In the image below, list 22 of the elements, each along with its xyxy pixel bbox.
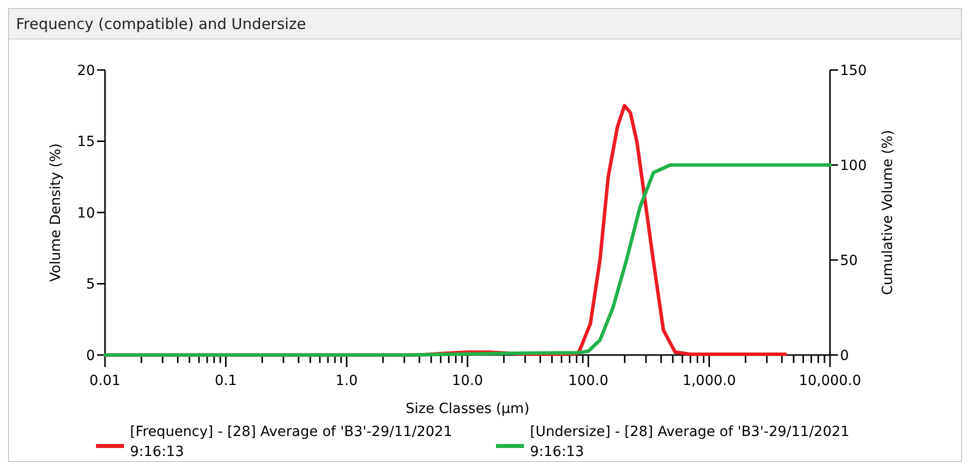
y2-tick-label: 0 — [840, 348, 849, 364]
x-axis-title: Size Classes (µm) — [406, 401, 530, 417]
x-tick-label: 0.01 — [89, 373, 121, 389]
legend-label: [Undersize] - [28] Average of 'B3'-29/11/2021 9:16:13 — [530, 424, 850, 460]
x-tick-label: 10,000.0 — [798, 373, 862, 389]
y2-tick-label: 150 — [840, 62, 867, 79]
y2-tick-label: 100 — [840, 158, 867, 174]
legend-label: [Frequency] - [28] Average of 'B3'-29/11/2021 9:16:13 — [130, 424, 452, 460]
y2-tick-label: 50 — [840, 252, 858, 269]
y-tick-label: 0 — [86, 348, 95, 364]
y2-axis-title: Cumulative Volume (%) — [880, 130, 896, 296]
y-tick-label: 5 — [86, 276, 95, 293]
chart-title: Frequency (compatible) and Undersize — [16, 15, 306, 33]
y-tick-label: 20 — [77, 62, 95, 79]
x-tick-label: 1,000.0 — [682, 373, 736, 389]
y-tick-label: 10 — [77, 205, 95, 222]
x-tick-label: 100.0 — [568, 373, 608, 389]
x-tick-label: 0.1 — [214, 373, 237, 389]
y-tick-label: 15 — [77, 134, 95, 150]
x-tick-label: 1.0 — [336, 373, 358, 389]
x-tick-label: 10.0 — [452, 373, 484, 389]
y-axis-title: Volume Density (%) — [48, 143, 64, 282]
